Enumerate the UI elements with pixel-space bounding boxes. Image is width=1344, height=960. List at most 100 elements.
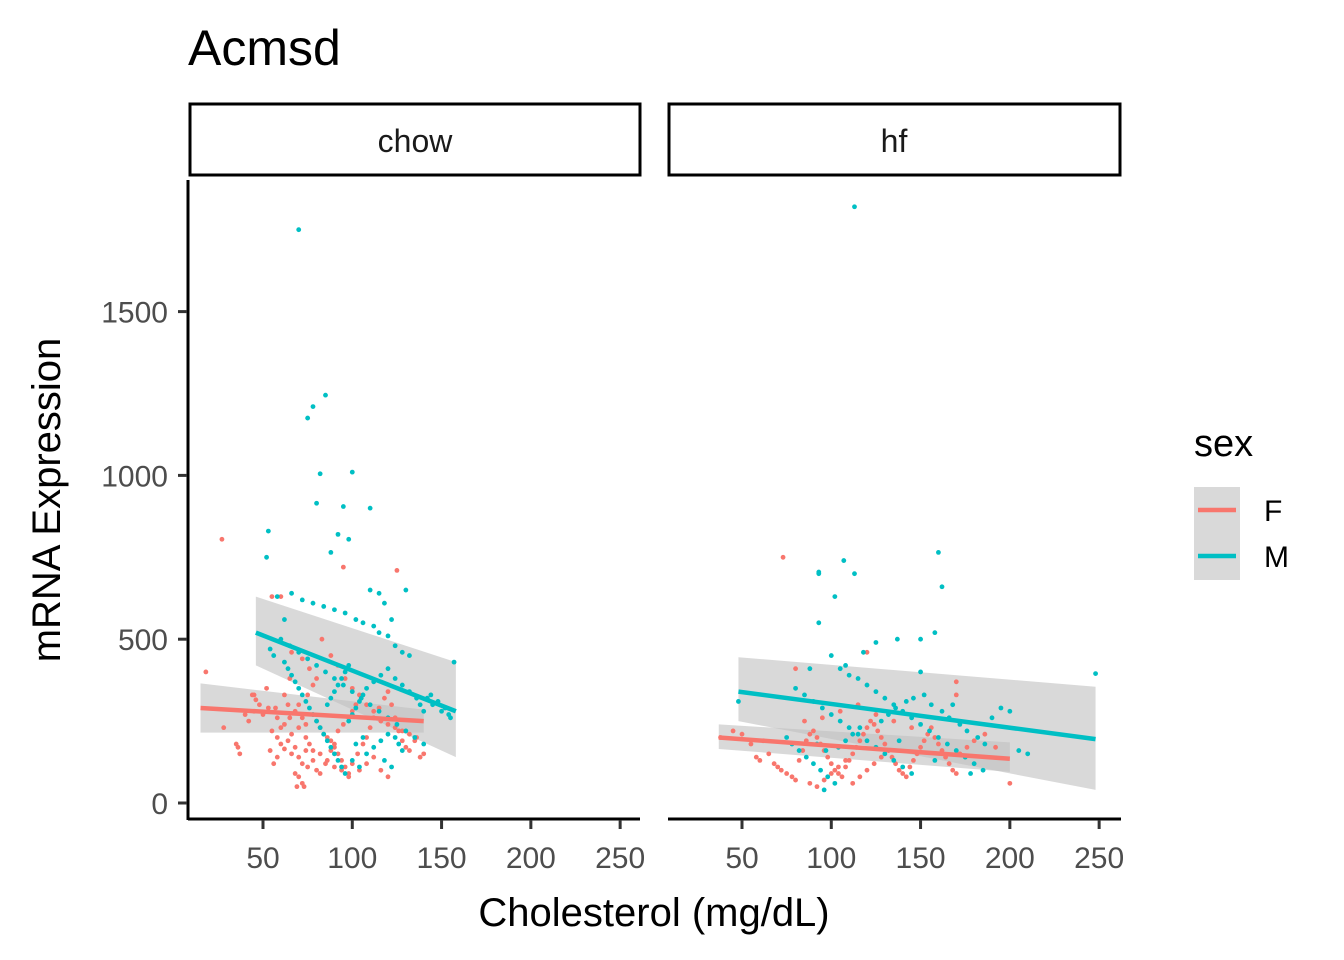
data-point-M <box>1025 751 1031 757</box>
data-point-M <box>382 600 387 606</box>
data-point-F <box>251 692 257 698</box>
data-point-M <box>891 758 897 763</box>
data-point-F <box>878 735 884 740</box>
data-point-M <box>918 669 923 675</box>
data-point-F <box>289 751 294 757</box>
data-point-M <box>864 682 870 688</box>
data-point-F <box>296 754 302 760</box>
data-point-F <box>382 695 387 701</box>
data-point-M <box>332 676 337 681</box>
data-point-M <box>314 500 319 506</box>
data-point-M <box>282 659 287 665</box>
data-point-M <box>828 653 834 658</box>
data-point-M <box>439 708 444 714</box>
data-point-F <box>861 731 866 737</box>
data-point-F <box>964 744 970 750</box>
data-point-M <box>861 649 866 655</box>
data-point-F <box>221 725 227 731</box>
data-point-M <box>349 469 355 475</box>
data-point-M <box>932 630 938 636</box>
data-point-M <box>841 558 847 563</box>
data-point-F <box>814 735 820 740</box>
data-point-M <box>396 741 402 747</box>
data-point-M <box>335 531 341 537</box>
data-point-F <box>836 771 841 776</box>
data-point-F <box>811 728 816 734</box>
data-point-M <box>980 767 986 773</box>
data-point-F <box>793 777 798 783</box>
data-point-M <box>399 682 405 688</box>
data-point-F <box>303 721 309 727</box>
data-point-M <box>900 764 906 770</box>
data-point-F <box>784 771 790 776</box>
data-point-M <box>357 764 362 770</box>
data-point-M <box>265 528 271 534</box>
x-tick-label: 200 <box>985 842 1035 875</box>
data-point-F <box>757 758 763 763</box>
data-point-F <box>953 679 959 685</box>
data-point-F <box>301 784 307 790</box>
data-point-M <box>392 676 398 681</box>
data-point-M <box>837 718 843 724</box>
data-point-F <box>340 564 346 570</box>
data-point-M <box>832 780 838 786</box>
data-point-M <box>1007 708 1013 714</box>
data-point-M <box>349 689 355 695</box>
y-tick-label: 1000 <box>101 460 168 493</box>
data-point-M <box>335 758 341 763</box>
data-point-F <box>921 738 927 744</box>
data-point-M <box>403 728 409 734</box>
data-point-M <box>303 699 309 704</box>
data-point-M <box>1016 748 1022 753</box>
data-point-F <box>278 741 284 747</box>
data-point-F <box>342 676 348 681</box>
data-point-M <box>299 692 305 698</box>
data-point-F <box>335 751 341 757</box>
data-point-F <box>299 656 305 662</box>
data-point-M <box>364 685 369 691</box>
data-point-M <box>282 617 287 622</box>
data-point-F <box>857 738 863 744</box>
data-point-F <box>789 774 795 780</box>
data-point-M <box>989 715 995 721</box>
data-point-F <box>282 746 287 752</box>
data-point-M <box>918 636 923 642</box>
data-point-F <box>339 758 344 763</box>
data-point-F <box>839 774 845 780</box>
data-point-F <box>294 784 300 790</box>
data-point-F <box>882 741 888 747</box>
data-point-M <box>911 695 916 701</box>
data-point-M <box>299 597 305 603</box>
strip-label-hf: hf <box>881 123 908 159</box>
data-point-F <box>982 731 988 737</box>
data-point-F <box>403 744 409 750</box>
data-point-F <box>292 744 298 750</box>
data-point-M <box>803 754 809 760</box>
y-axis-title: mRNA Expression <box>25 338 69 663</box>
data-point-F <box>289 649 294 655</box>
data-point-M <box>998 705 1004 711</box>
data-point-M <box>367 587 373 593</box>
data-point-F <box>292 771 298 776</box>
data-point-F <box>399 728 405 734</box>
data-point-F <box>307 741 312 747</box>
data-point-F <box>748 741 754 747</box>
data-point-M <box>873 640 879 645</box>
data-point-F <box>828 761 834 767</box>
x-tick-label: 150 <box>417 842 467 875</box>
data-point-F <box>843 764 848 770</box>
data-point-F <box>274 715 280 721</box>
data-point-M <box>864 738 870 744</box>
data-point-F <box>269 728 275 734</box>
data-point-M <box>339 676 344 681</box>
data-point-F <box>775 764 781 770</box>
data-point-F <box>407 748 412 753</box>
data-point-F <box>864 767 870 773</box>
data-point-F <box>355 751 361 757</box>
data-point-F <box>821 777 827 783</box>
data-point-F <box>850 751 856 757</box>
data-point-F <box>802 718 807 724</box>
data-point-F <box>780 554 786 560</box>
x-axis-title: Cholesterol (mg/dL) <box>478 891 829 935</box>
data-point-F <box>219 536 225 542</box>
